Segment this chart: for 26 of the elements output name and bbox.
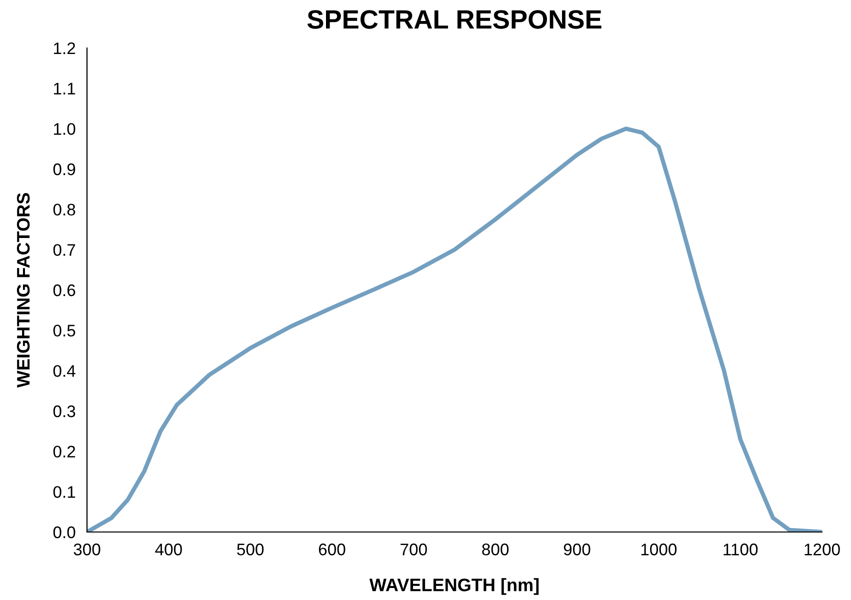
x-tick-label: 900: [564, 544, 590, 556]
x-tick-label: 1000: [641, 544, 677, 556]
y-tick-label: 0.5: [53, 324, 76, 337]
y-tick-label: 0.4: [53, 365, 76, 377]
y-axis-title: WEIGHTING FACTORS: [16, 193, 30, 388]
x-axis-title: WAVELENGTH [nm]: [369, 578, 539, 595]
y-tick-label: 0.1: [53, 486, 76, 498]
y-tick-label: 1.1: [54, 82, 76, 94]
x-tick-label: 400: [155, 544, 182, 556]
y-tick-label: 0.3: [53, 405, 76, 418]
y-tick-label: 0.8: [53, 204, 76, 216]
y-tick-label: 1.2: [54, 42, 76, 54]
x-tick-label: 1200: [804, 544, 840, 556]
y-tick-label: 0.2: [53, 446, 76, 458]
chart-title: SPECTRAL RESPONSE: [307, 10, 602, 29]
x-tick-label: 600: [318, 544, 346, 556]
x-tick-label: 700: [400, 544, 427, 556]
x-tick-label: 800: [482, 544, 509, 556]
x-tick-label: 300: [74, 544, 100, 556]
y-tick-label: 0.9: [53, 163, 76, 176]
x-tick-label: 500: [237, 544, 264, 556]
x-tick-label: 1100: [724, 544, 758, 556]
y-tick-label: 0.7: [53, 244, 76, 256]
y-tick-label: 1.0: [54, 123, 76, 135]
y-tick-label: 0.6: [53, 284, 76, 296]
y-tick-label: 0.0: [53, 526, 76, 538]
